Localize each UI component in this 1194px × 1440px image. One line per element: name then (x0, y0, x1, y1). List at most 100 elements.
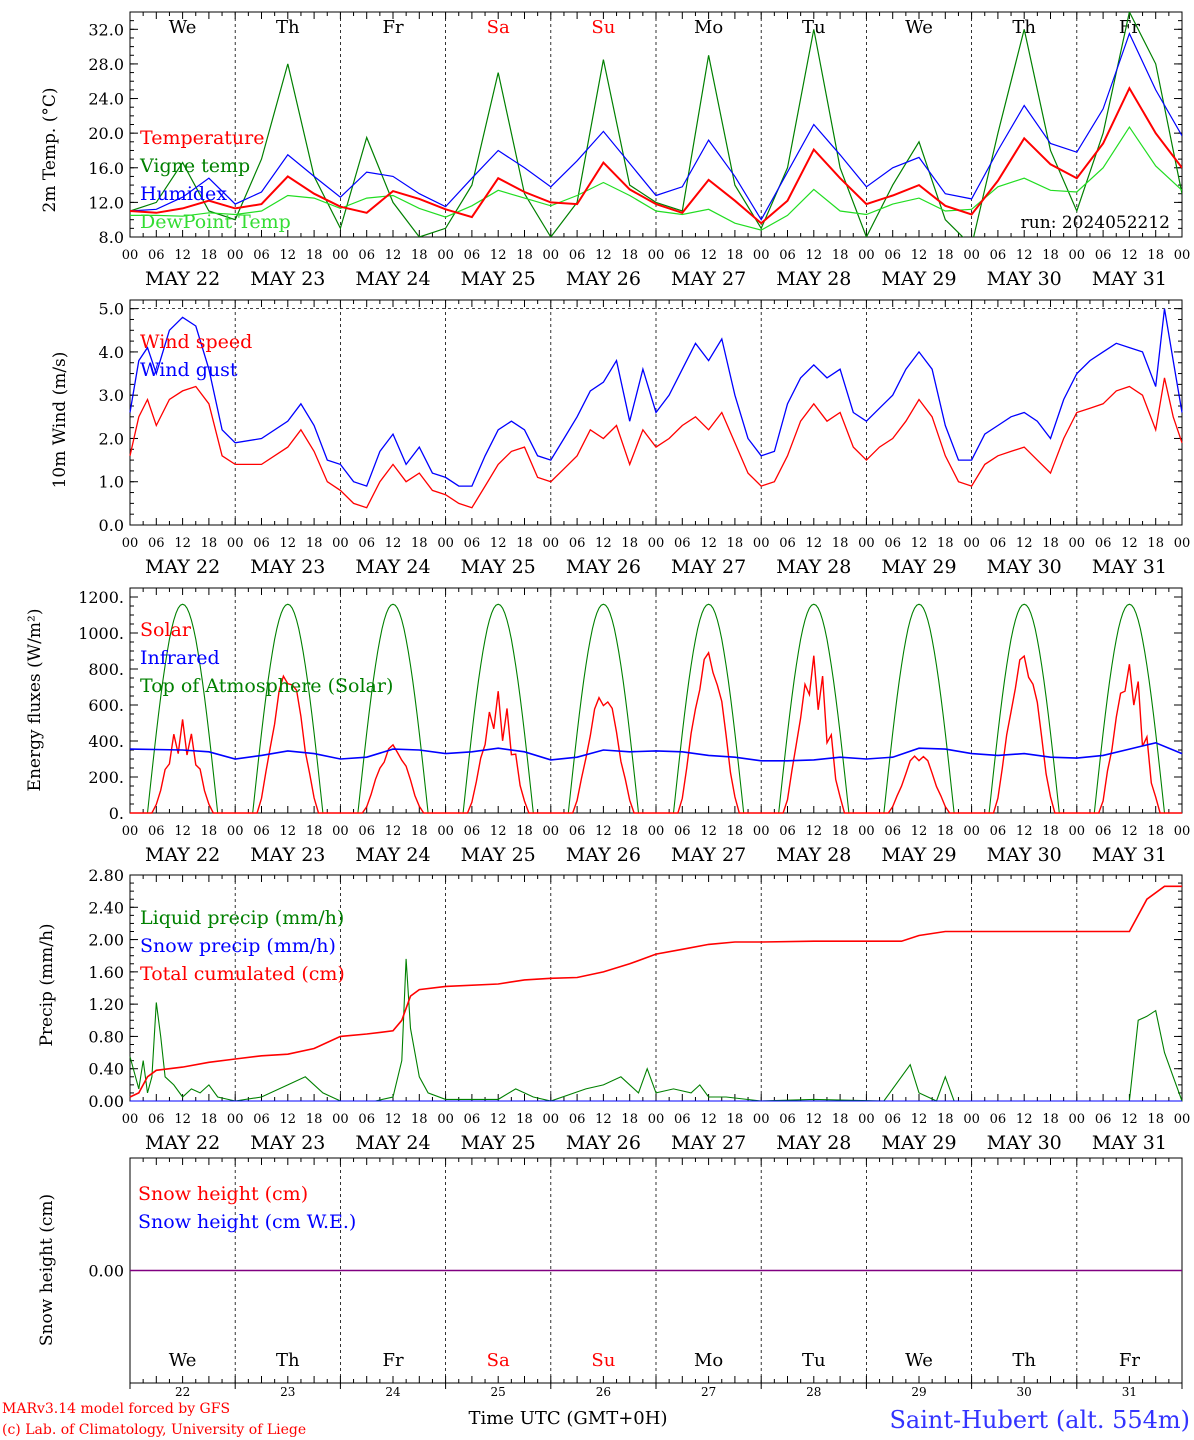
hour-label: 12 (700, 536, 717, 551)
date-label: MAY 27 (671, 844, 746, 866)
legend-entry: Snow precip (mm/h) (140, 935, 336, 957)
date-label: MAY 31 (1092, 268, 1167, 290)
date-label: MAY 23 (250, 556, 325, 578)
date-label: MAY 22 (145, 556, 220, 578)
copyright: (c) Lab. of Climatology, University of L… (2, 1422, 306, 1438)
date-label: MAY 26 (566, 268, 641, 290)
legend-entry: Snow height (cm W.E.) (138, 1211, 356, 1233)
hour-label: 06 (148, 536, 165, 551)
hour-label: 00 (1174, 824, 1191, 839)
hour-label: 00 (1069, 536, 1086, 551)
y-tick-label: 8.0 (99, 228, 124, 247)
legend-entry: Humidex (140, 183, 227, 205)
hour-label: 06 (253, 1112, 270, 1127)
hour-label: 06 (253, 536, 270, 551)
legend-entry: DewPoint Temp (140, 211, 291, 233)
y-tick-label: 2.00 (88, 931, 124, 950)
hour-label: 06 (884, 248, 901, 263)
hour-label: 12 (280, 1112, 297, 1127)
temperature-panel: 2m Temp. (°C) run: 2024052212 8.0 12.0 16.… (40, 11, 1190, 290)
day-name: Su (591, 1350, 615, 1371)
hour-label: 00 (227, 1112, 244, 1127)
hour-label: 12 (806, 536, 823, 551)
date-label: MAY 29 (881, 268, 956, 290)
hour-label: 00 (858, 1112, 875, 1127)
hour-label: 06 (464, 1112, 481, 1127)
hour-label: 06 (464, 248, 481, 263)
date-label: MAY 24 (355, 556, 430, 578)
hour-label: 18 (1147, 824, 1164, 839)
y-tick-label: 28.0 (88, 55, 124, 74)
hour-label: 00 (1174, 536, 1191, 551)
date-label: MAY 25 (461, 844, 536, 866)
wind-speed-line (129, 377, 1183, 509)
y-tick-label: 200. (88, 768, 124, 787)
day-number: 31 (1122, 1385, 1137, 1399)
hour-label: 18 (937, 248, 954, 263)
date-label: MAY 28 (776, 844, 851, 866)
total-cumulated-line (129, 885, 1182, 1098)
hour-label: 00 (122, 248, 139, 263)
y-tick-label: 5.0 (99, 300, 124, 319)
wind-gust-line (129, 308, 1183, 487)
hour-label: 00 (648, 1112, 665, 1127)
hour-label: 06 (674, 1112, 691, 1127)
hour-label: 18 (727, 1112, 744, 1127)
hour-label: 00 (437, 536, 454, 551)
run-label: run: 2024052212 (1021, 213, 1170, 233)
date-label: MAY 31 (1092, 1132, 1167, 1154)
hour-label: 06 (674, 248, 691, 263)
hour-label: 06 (358, 536, 375, 551)
hour-label: 12 (1016, 248, 1033, 263)
hour-label: 12 (490, 248, 507, 263)
hour-label: 00 (227, 824, 244, 839)
y-tick-label: 2.0 (99, 429, 124, 448)
date-label: MAY 27 (671, 268, 746, 290)
date-label: MAY 28 (776, 556, 851, 578)
hour-label: 18 (1147, 248, 1164, 263)
vigne-temp-line (130, 12, 1182, 237)
hour-label: 18 (201, 536, 218, 551)
date-label: MAY 29 (881, 556, 956, 578)
hour-label: 18 (1147, 1112, 1164, 1127)
hour-label: 00 (1069, 1112, 1086, 1127)
hour-label: 18 (516, 536, 533, 551)
hour-label: 12 (280, 248, 297, 263)
hour-label: 06 (253, 248, 270, 263)
date-label: MAY 27 (671, 556, 746, 578)
wind-panel: 10m Wind (m/s) 0.0 1.0 2.0 3.0 4.0 5.0 00 06 12 1… (50, 299, 1191, 578)
hour-label: 00 (753, 248, 770, 263)
hour-label: 12 (1121, 536, 1138, 551)
day-number: 30 (1017, 1385, 1032, 1399)
legend-entry: Total cumulated (cm) (140, 963, 345, 985)
hour-label: 18 (306, 824, 323, 839)
hour-label: 06 (358, 824, 375, 839)
infrared-line (129, 741, 1183, 762)
hour-label: 00 (122, 536, 139, 551)
hour-label: 06 (1095, 1112, 1112, 1127)
hour-label: 06 (358, 1112, 375, 1127)
date-label: MAY 30 (987, 1132, 1062, 1154)
hour-label: 18 (937, 824, 954, 839)
hour-label: 00 (963, 824, 980, 839)
hour-label: 12 (385, 1112, 402, 1127)
date-label: MAY 29 (881, 1132, 956, 1154)
hour-label: 06 (569, 1112, 586, 1127)
y-tick-label: 0.00 (88, 1262, 124, 1281)
date-label: MAY 22 (145, 1132, 220, 1154)
day-name: Fr (1119, 1350, 1140, 1371)
y-tick-label: 12.0 (88, 193, 124, 212)
y-tick-label: 0.0 (99, 516, 124, 535)
hour-label: 00 (437, 824, 454, 839)
precip-panel: Precip (mm/h) 0.00 0.40 0.80 1.20 1.60 2.00 2.… (37, 866, 1190, 1154)
hour-label: 06 (1095, 824, 1112, 839)
hour-label: 00 (753, 824, 770, 839)
hour-label: 12 (911, 824, 928, 839)
hour-label: 06 (990, 248, 1007, 263)
day-number: 22 (175, 1385, 190, 1399)
y-tick-label: 0. (109, 804, 124, 823)
y-tick-label: 3.0 (99, 386, 124, 405)
precip-ylabel: Precip (mm/h) (37, 923, 57, 1046)
hour-label: 00 (332, 1112, 349, 1127)
hour-label: 18 (1042, 248, 1059, 263)
